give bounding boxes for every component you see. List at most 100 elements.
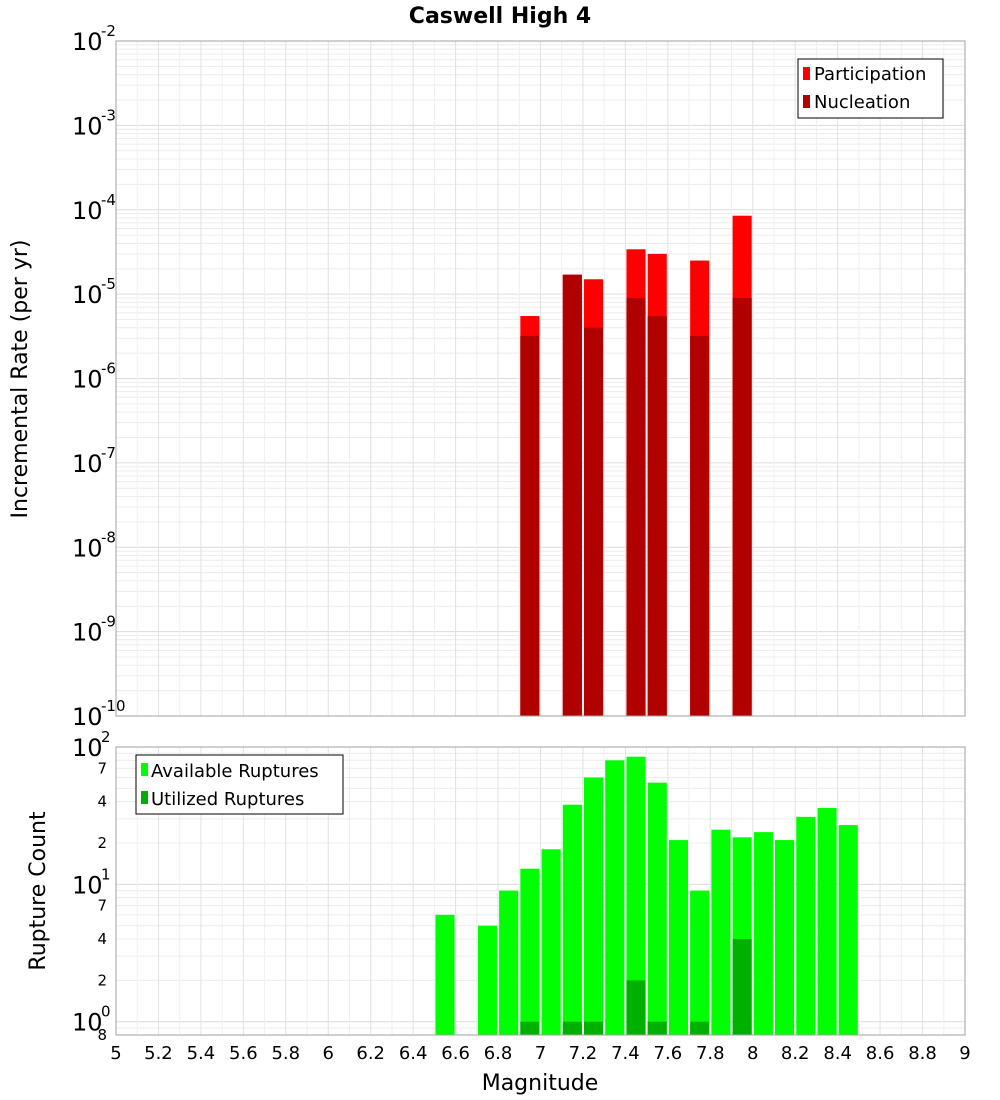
- y-tick-label: 10: [72, 703, 103, 731]
- y-tick-label: 10: [72, 366, 103, 394]
- x-tick-label: 8.8: [908, 1043, 937, 1064]
- x-tick-label: 6.4: [399, 1043, 428, 1064]
- bar-available-ruptures: [541, 849, 561, 1035]
- count-legend: Available Ruptures Utilized Ruptures: [135, 754, 344, 815]
- x-tick-label: 6.6: [441, 1043, 470, 1064]
- y-tick-exponent: -7: [101, 444, 116, 462]
- bar-available-ruptures: [647, 782, 667, 1035]
- x-tick-label: 8.4: [823, 1043, 852, 1064]
- y-tick-label: 10: [72, 28, 103, 56]
- bar-available-ruptures: [838, 825, 858, 1035]
- bar-available-ruptures: [499, 890, 519, 1035]
- chart-title: Caswell High 4: [409, 4, 591, 29]
- bar-nucleation: [690, 335, 710, 716]
- y-minor-tick-label: 2: [97, 834, 107, 852]
- rate-legend-box: [797, 58, 944, 119]
- y-tick-exponent: -5: [101, 275, 116, 293]
- legend-swatch-utilized: [141, 791, 148, 804]
- rate-y-axis-label: Incremental Rate (per yr): [8, 240, 33, 519]
- y-tick-exponent: -2: [101, 22, 116, 40]
- bar-utilized-ruptures: [520, 1021, 540, 1035]
- y-tick-exponent: -8: [101, 528, 116, 546]
- count-plot-frame: [115, 746, 966, 1036]
- legend-swatch-available: [141, 763, 148, 776]
- bar-nucleation: [520, 335, 540, 716]
- count-bars: [435, 756, 858, 1035]
- bar-utilized-ruptures: [584, 1021, 604, 1035]
- bar-nucleation: [732, 297, 752, 716]
- bar-available-ruptures: [562, 804, 582, 1035]
- y-tick-exponent: -9: [101, 613, 116, 631]
- x-tick-label: 8.6: [866, 1043, 895, 1064]
- legend-swatch-participation: [803, 67, 810, 80]
- y-minor-tick-label: 7: [97, 897, 107, 915]
- y-tick-exponent: 1: [101, 865, 111, 883]
- x-tick-label: 5.4: [187, 1043, 216, 1064]
- x-tick-label: 8.2: [781, 1043, 810, 1064]
- rate-panel: 10-210-310-410-510-610-710-810-910-10 In…: [8, 22, 966, 731]
- y-tick-label: 10: [72, 619, 103, 647]
- rate-bars: [520, 215, 752, 717]
- x-tick-label: 5.6: [229, 1043, 258, 1064]
- y-minor-tick-label: 8: [97, 1026, 107, 1044]
- bar-available-ruptures: [796, 816, 816, 1035]
- y-tick-label: 10: [72, 450, 103, 478]
- bar-utilized-ruptures: [626, 980, 646, 1035]
- bar-available-ruptures: [817, 807, 837, 1035]
- bar-nucleation: [562, 274, 582, 716]
- bar-available-ruptures: [626, 756, 646, 1035]
- bar-available-ruptures: [435, 914, 455, 1035]
- x-axis-label: Magnitude: [482, 1071, 599, 1096]
- legend-label-available: Available Ruptures: [151, 761, 319, 782]
- y-tick-label: 10: [72, 112, 103, 140]
- x-tick-label: 5: [110, 1043, 121, 1064]
- rate-grid: [115, 40, 966, 717]
- x-tick-label: 7.6: [654, 1043, 683, 1064]
- x-tick-label: 6: [323, 1043, 334, 1064]
- y-minor-tick-label: 7: [97, 759, 107, 777]
- x-tick-label: 5.2: [144, 1043, 173, 1064]
- y-minor-tick-label: 4: [97, 793, 107, 811]
- bar-available-ruptures: [690, 890, 710, 1035]
- y-tick-exponent: 2: [101, 728, 111, 746]
- bar-available-ruptures: [605, 760, 625, 1035]
- bar-available-ruptures: [477, 925, 497, 1035]
- x-tick-label: 9: [959, 1043, 970, 1064]
- rate-plot-frame: [115, 40, 966, 717]
- rate-y-ticks: 10-210-310-410-510-610-710-810-910-10: [72, 22, 126, 731]
- y-tick-exponent: -4: [101, 191, 116, 209]
- x-tick-label: 7.8: [696, 1043, 725, 1064]
- x-tick-label: 6.2: [356, 1043, 385, 1064]
- bar-available-ruptures: [753, 832, 773, 1035]
- y-tick-label: 10: [72, 1009, 103, 1037]
- bar-nucleation: [647, 316, 667, 716]
- y-minor-tick-label: 2: [97, 971, 107, 989]
- legend-label-participation: Participation: [814, 64, 926, 85]
- x-tick-label: 5.8: [271, 1043, 300, 1064]
- bar-available-ruptures: [668, 840, 689, 1035]
- bar-available-ruptures: [584, 777, 604, 1035]
- x-tick-label: 6.8: [484, 1043, 513, 1064]
- x-tick-label: 7.2: [569, 1043, 598, 1064]
- y-tick-exponent: 0: [101, 1003, 111, 1021]
- bar-utilized-ruptures: [690, 1021, 710, 1035]
- legend-label-utilized: Utilized Ruptures: [151, 789, 304, 810]
- y-tick-exponent: -3: [101, 106, 116, 124]
- bar-available-ruptures: [711, 829, 731, 1035]
- y-tick-label: 10: [72, 281, 103, 309]
- bar-utilized-ruptures: [647, 1021, 667, 1035]
- y-tick-label: 10: [72, 871, 103, 899]
- y-tick-label: 10: [72, 734, 103, 762]
- bar-available-ruptures: [520, 868, 540, 1035]
- bar-utilized-ruptures: [562, 1021, 582, 1035]
- legend-swatch-nucleation: [803, 95, 810, 108]
- legend-label-nucleation: Nucleation: [814, 92, 910, 113]
- y-tick-label: 10: [72, 197, 103, 225]
- x-tick-label: 7.4: [611, 1043, 640, 1064]
- count-legend-box: [135, 754, 344, 815]
- bar-utilized-ruptures: [732, 939, 752, 1035]
- x-tick-label: 8: [747, 1043, 758, 1064]
- bar-nucleation: [584, 327, 604, 716]
